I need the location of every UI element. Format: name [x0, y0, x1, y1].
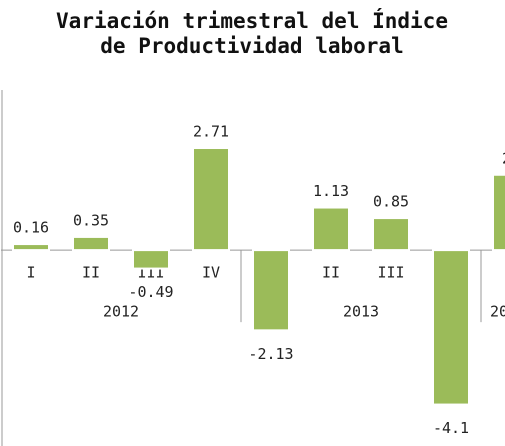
value-label: 0.85 [373, 193, 409, 211]
bar [12, 243, 50, 252]
bar [492, 173, 505, 252]
value-label: 0.35 [73, 211, 109, 229]
value-label: -2.13 [248, 345, 293, 363]
group-label: 20 [490, 303, 505, 321]
x-tick-label: III [377, 264, 404, 282]
value-label: -0.49 [128, 283, 173, 301]
value-label: 0.16 [13, 219, 49, 237]
group-label: 2013 [343, 303, 379, 321]
x-tick-label: II [322, 264, 340, 282]
group-label: 2012 [103, 303, 139, 321]
chart-title: Variación trimestral del Índice [56, 8, 448, 33]
bar [132, 249, 170, 270]
x-tick-label: IV [202, 264, 220, 282]
bar [72, 235, 110, 252]
x-tick-label: II [82, 264, 100, 282]
value-label: 2. [502, 149, 505, 167]
bar [192, 147, 230, 252]
bar [312, 206, 350, 252]
value-label: 2.71 [193, 123, 229, 141]
value-label: 1.13 [313, 182, 349, 200]
value-label: -4.1 [433, 419, 469, 437]
bar [372, 217, 410, 252]
x-tick-label: I [26, 264, 35, 282]
bar [252, 249, 290, 332]
chart-title: de Productividad laboral [100, 34, 403, 58]
bar [432, 249, 470, 406]
